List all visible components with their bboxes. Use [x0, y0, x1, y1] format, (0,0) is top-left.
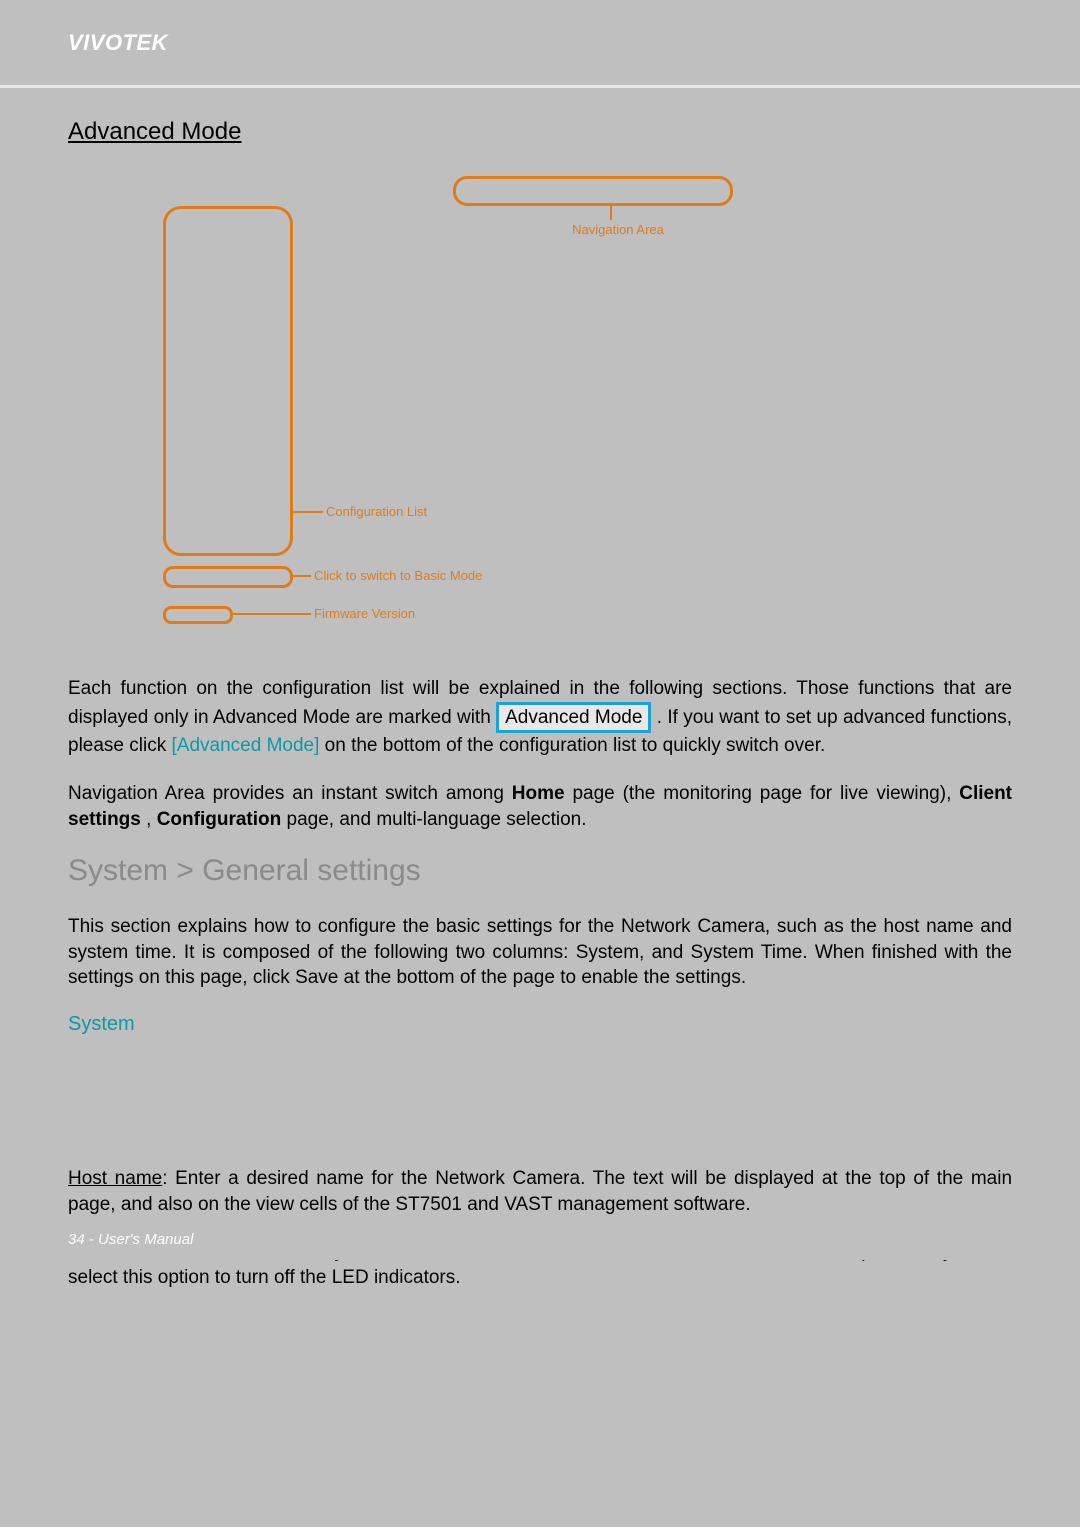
- paragraph-navigation: Navigation Area provides an instant swit…: [68, 781, 1012, 832]
- navigation-area-label: Navigation Area: [538, 222, 698, 237]
- diagram: Navigation Area Configuration List Click…: [68, 166, 1012, 656]
- footer: 34 - User's Manual: [0, 1218, 1080, 1260]
- configuration-list-label: Configuration List: [326, 504, 427, 519]
- footer-text: 34 - User's Manual: [68, 1231, 193, 1248]
- advanced-mode-badge: Advanced Mode: [496, 702, 651, 734]
- firmware-version-outline: [163, 606, 233, 624]
- switch-mode-label: Click to switch to Basic Mode: [314, 568, 482, 583]
- paragraph-functions: Each function on the configuration list …: [68, 676, 1012, 759]
- paragraph-host-name: Host name: Enter a desired name for the …: [68, 1166, 1012, 1217]
- text: : Enter a desired name for the Network C…: [68, 1168, 1012, 1215]
- text: on the bottom of the configuration list …: [325, 735, 826, 756]
- switch-mode-outline: [163, 566, 293, 588]
- navigation-area-connector: [610, 206, 612, 220]
- header-band: VIVOTEK: [0, 0, 1080, 88]
- text: page (the monitoring page for live viewi…: [572, 783, 959, 804]
- configuration-label: Configuration: [157, 809, 282, 830]
- subheading-system: System: [68, 1013, 1012, 1036]
- advanced-mode-link[interactable]: [Advanced Mode]: [172, 735, 320, 756]
- text: Navigation Area provides an instant swit…: [68, 783, 512, 804]
- navigation-area-outline: [453, 176, 733, 206]
- host-name-label: Host name: [68, 1168, 162, 1189]
- content-area: Advanced Mode Navigation Area Configurat…: [0, 88, 1080, 1291]
- heading-system-general: System > General settings: [68, 854, 1012, 888]
- switch-mode-connector: [293, 575, 311, 577]
- configuration-list-connector: [293, 511, 323, 513]
- page: VIVOTEK Advanced Mode Navigation Area Co…: [0, 0, 1080, 1527]
- text: ,: [146, 809, 157, 830]
- home-label: Home: [512, 783, 565, 804]
- brand-logo: VIVOTEK: [68, 30, 168, 56]
- firmware-version-label: Firmware Version: [314, 606, 415, 621]
- text: page, and multi-language selection.: [287, 809, 587, 830]
- configuration-list-outline: [163, 206, 293, 556]
- firmware-version-connector: [233, 613, 311, 615]
- paragraph-system-intro: This section explains how to configure t…: [68, 914, 1012, 991]
- section-title: Advanced Mode: [68, 118, 1012, 146]
